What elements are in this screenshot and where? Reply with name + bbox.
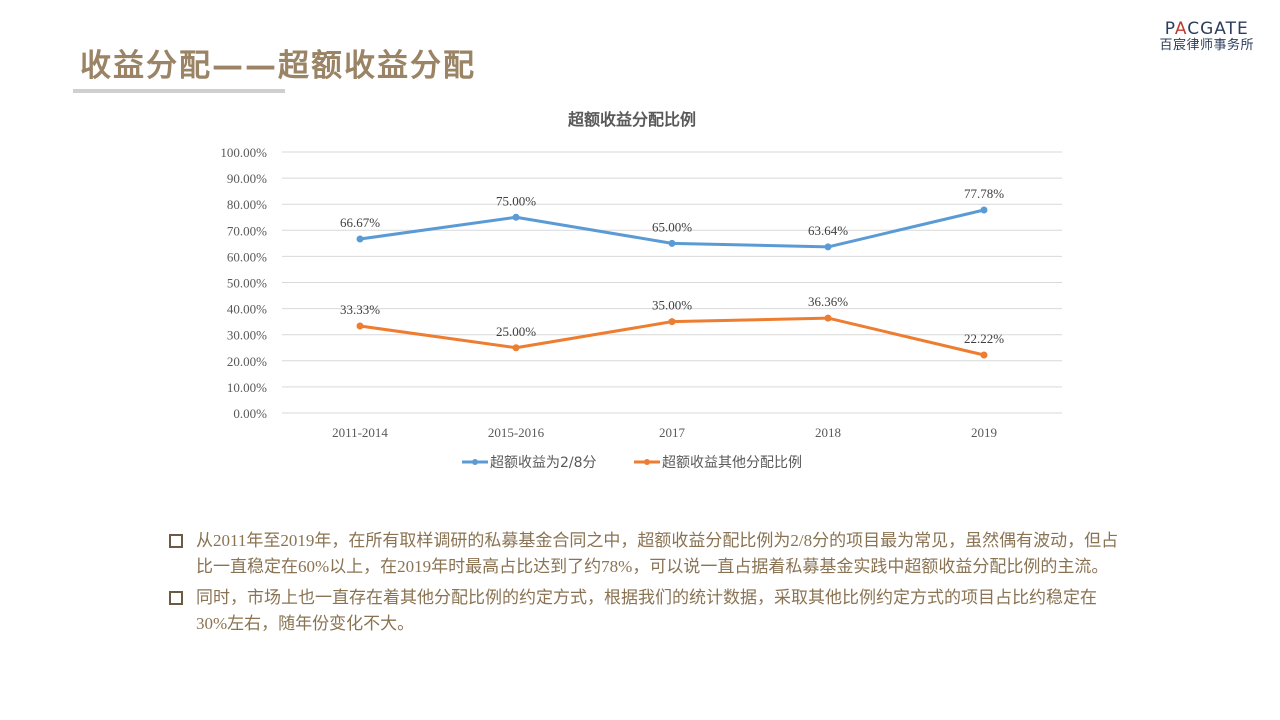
data-label: 25.00% [496,324,536,339]
data-label: 22.22% [964,331,1004,346]
legend-marker-icon [472,459,478,465]
logo-text-a: A [1174,19,1188,39]
legend-label: 超额收益其他分配比例 [662,455,802,471]
y-tick-label: 40.00% [227,302,267,317]
data-label: 65.00% [652,219,692,234]
company-logo: PACGATE 百宸律师事务所 [1159,20,1254,54]
logo-english: PACGATE [1159,20,1254,38]
square-bullet-icon [169,591,183,605]
bullet-item: 同时，市场上也一直存在着其他分配比例的约定方式，根据我们的统计数据，采取其他比例… [168,585,1128,636]
x-tick-label: 2011-2014 [332,425,388,440]
line-chart: 超额收益分配比例 0.00% 10.00% 20.00% 30.00% 40.00% 50… [220,110,1062,471]
page-title: 收益分配——超额收益分配 [80,48,476,84]
data-point [512,213,520,221]
y-tick-label: 70.00% [227,223,267,238]
square-bullet-icon [169,534,183,548]
data-label: 36.36% [808,294,848,309]
data-label: 66.67% [340,215,380,230]
y-tick-label: 80.00% [227,197,267,212]
bullet-item: 从2011年至2019年，在所有取样调研的私募基金合同之中，超额收益分配比例为2… [168,528,1128,579]
bullet-text: 从2011年至2019年，在所有取样调研的私募基金合同之中，超额收益分配比例为2… [196,531,1119,576]
data-label: 35.00% [652,298,692,313]
y-tick-label: 100.00% [220,145,267,160]
logo-chinese: 百宸律师事务所 [1159,38,1254,53]
data-label: 77.78% [964,186,1004,201]
logo-text-rest: CGATE [1187,19,1249,39]
x-tick-label: 2019 [971,425,997,440]
y-tick-label: 50.00% [227,276,267,291]
legend-marker-icon [644,459,650,465]
y-tick-label: 10.00% [227,380,267,395]
data-point [824,243,832,251]
y-tick-label: 20.00% [227,354,267,369]
data-point [356,235,364,243]
data-label: 33.33% [340,302,380,317]
data-point [668,318,676,326]
title-underline [73,89,285,93]
logo-text-p: P [1164,19,1175,39]
bullet-list: 从2011年至2019年，在所有取样调研的私募基金合同之中，超额收益分配比例为2… [168,528,1128,642]
y-tick-label: 90.00% [227,171,267,186]
data-point [356,322,364,330]
y-tick-label: 60.00% [227,249,267,264]
y-tick-label: 0.00% [233,406,267,421]
data-label: 63.64% [808,223,848,238]
data-point [980,206,988,214]
data-point [980,351,988,359]
legend-label: 超额收益为2/8分 [490,455,597,471]
x-tick-label: 2018 [815,425,841,440]
data-point [668,239,676,247]
chart-title: 超额收益分配比例 [567,110,696,129]
data-label: 75.00% [496,193,536,208]
bullet-text: 同时，市场上也一直存在着其他分配比例的约定方式，根据我们的统计数据，采取其他比例… [196,588,1097,633]
x-tick-label: 2017 [659,425,686,440]
x-tick-label: 2015-2016 [488,425,545,440]
data-point [512,344,520,352]
data-point [824,314,832,322]
y-tick-label: 30.00% [227,328,267,343]
